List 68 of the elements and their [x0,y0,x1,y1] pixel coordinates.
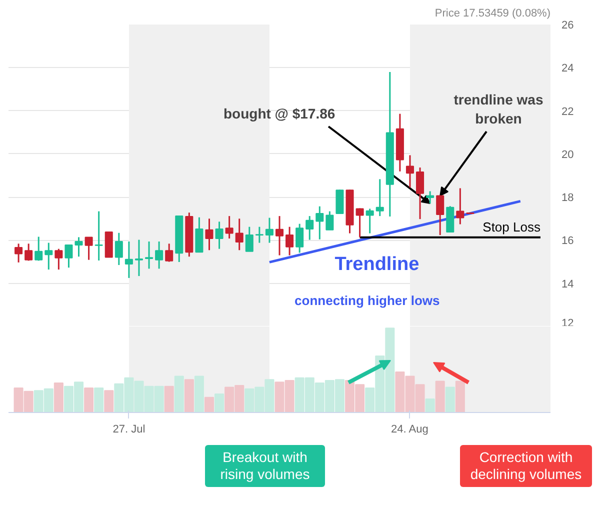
bar [194,376,204,412]
y-tick-label: 18 [562,192,574,204]
candlestick [14,242,23,264]
candlestick [456,187,464,225]
candlestick [265,217,274,244]
candlestick [205,218,214,251]
candlestick [94,210,103,262]
candlestick [24,242,33,262]
bar [184,379,194,412]
bar [94,388,104,412]
candlestick [215,220,224,250]
y-tick-label: 26 [562,20,574,32]
chart-subtitle: Price 17.53459 (0.08%) [434,8,551,20]
candlestick [326,210,334,231]
text: Correction with declining volumes [460,445,592,487]
annotation: trendline was broken [454,91,544,126]
bar [425,398,435,412]
y-tick-label: 14 [562,278,574,290]
series-label: Trendline [334,254,420,275]
y-tick-label: 24 [562,62,574,75]
candlestick [124,240,133,279]
candlestick [155,240,164,270]
candlestick [245,226,254,252]
x-tick-label: 24. Aug [391,424,428,436]
annotation: connecting higher lows [294,293,440,308]
candlestick [406,154,414,188]
series-label: Stop Loss [482,219,541,234]
candlestick [436,195,444,236]
y-tick-label: 20 [562,148,574,161]
candlestick [366,208,374,234]
candlestick [316,206,324,240]
candlestick [134,239,143,277]
x-tick-label: 27. Jul [112,424,146,436]
candlestick [426,190,434,204]
bar [174,376,184,412]
bar [84,388,94,412]
annotation: bought @ $17.86 [224,106,336,122]
candlestick [225,215,234,240]
candlestick [376,178,384,217]
y-tick-label: 16 [562,235,574,248]
bar [445,386,455,412]
candlestick [416,166,424,220]
candlestick [275,215,284,256]
candlestick [54,248,63,270]
candlestick [114,232,123,266]
candlestick [286,226,294,256]
candlestick [165,242,174,263]
candlestick [336,188,344,215]
candlestick [74,236,83,258]
text: Breakout with rising volumes [205,445,325,487]
bar [164,386,174,412]
bar [214,393,224,412]
candlestick [235,218,244,251]
candlestick [34,236,43,262]
candlestick [145,240,154,270]
bar [54,382,64,412]
candlestick [296,223,304,254]
bar [435,380,445,412]
bar [104,390,114,412]
candlestick [195,216,204,253]
bar [204,396,214,412]
y-tick-label: 22 [562,106,574,118]
candlestick [44,242,53,270]
candlestick [356,208,364,238]
candlestick [84,236,93,261]
candlestick [306,215,314,241]
candlestick [255,226,264,244]
candlestick [64,244,73,268]
